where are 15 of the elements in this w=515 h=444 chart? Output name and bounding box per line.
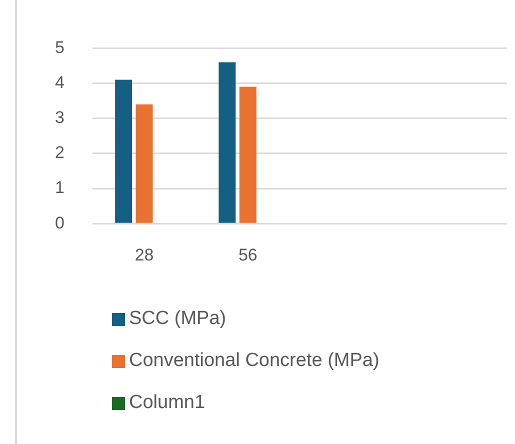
y-tick-label: 1 — [54, 178, 64, 198]
x-tick-label: 56 — [238, 245, 258, 264]
bar — [136, 104, 153, 223]
y-tick-label: 3 — [54, 108, 64, 128]
legend-label: Conventional Concrete (MPa) — [129, 350, 380, 372]
bar — [218, 62, 236, 223]
x-tick-label: 28 — [134, 245, 154, 264]
y-tick-label: 0 — [54, 213, 64, 232]
legend-label: SCC (MPa) — [129, 308, 226, 330]
bar — [115, 80, 132, 223]
legend-label: Column1 — [129, 392, 206, 414]
bar — [239, 86, 256, 223]
y-tick-label: 2 — [54, 143, 64, 162]
y-tick-label: 4 — [54, 72, 64, 92]
y-tick-label: 5 — [54, 38, 64, 57]
